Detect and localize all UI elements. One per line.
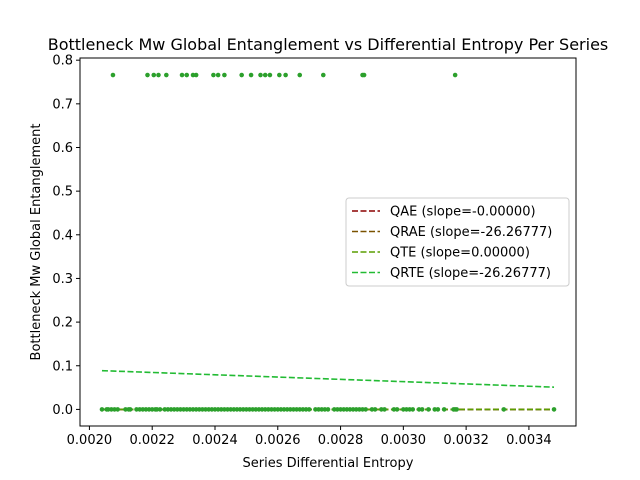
scatter-point bbox=[164, 72, 169, 78]
scatter-point bbox=[454, 407, 460, 412]
legend-label: QAE (slope=-0.00000) bbox=[390, 205, 536, 220]
y-axis: 0.0 0.1 0.2 0.3 0.4 0.5 0.6 0.7 0.8 bbox=[52, 54, 80, 418]
scatter-point bbox=[99, 407, 105, 412]
scatter-point bbox=[297, 72, 303, 78]
x-axis: 0.0020 0.0022 0.0024 0.0026 0.0028 0.0030 0.00… bbox=[67, 426, 552, 448]
scatter-point bbox=[325, 407, 331, 412]
legend-label: QTE (slope=0.00000) bbox=[390, 246, 530, 261]
scatter-point bbox=[262, 72, 268, 78]
y-tick-label: 0.1 bbox=[52, 359, 73, 374]
scatter-point bbox=[394, 407, 400, 412]
y-tick-label: 0.0 bbox=[52, 403, 73, 418]
x-tick-label: 0.0030 bbox=[381, 433, 427, 448]
scatter-point bbox=[157, 407, 163, 412]
x-tick-label: 0.0022 bbox=[129, 433, 175, 448]
scatter-point bbox=[372, 407, 378, 412]
scatter-point bbox=[127, 407, 133, 412]
scatter-point bbox=[306, 407, 312, 412]
scatter-point bbox=[151, 72, 157, 78]
trend-line-3 bbox=[101, 369, 555, 388]
scatter-point bbox=[410, 407, 416, 412]
x-tick-label: 0.0034 bbox=[506, 433, 552, 448]
scatter-point bbox=[184, 72, 190, 78]
scatter-point bbox=[426, 407, 431, 412]
scatter-point bbox=[222, 72, 227, 78]
y-tick-label: 0.2 bbox=[52, 316, 73, 331]
scatter-point bbox=[361, 72, 367, 78]
plot-frame bbox=[79, 57, 577, 427]
scatter-point bbox=[382, 407, 387, 412]
y-axis-title: Bottleneck Mw Global Entanglement bbox=[29, 124, 44, 361]
y-tick-label: 0.8 bbox=[52, 54, 73, 69]
scatter-point bbox=[211, 72, 216, 78]
scatter-point bbox=[267, 72, 273, 78]
x-tick-label: 0.0026 bbox=[255, 433, 301, 448]
scatter-point bbox=[110, 72, 116, 78]
scatter-point bbox=[419, 407, 425, 412]
legend-label: QRTE (slope=-26.26777) bbox=[390, 266, 551, 281]
scatter-point bbox=[179, 72, 185, 78]
y-tick-label: 0.4 bbox=[52, 228, 73, 243]
x-tick-label: 0.0028 bbox=[318, 433, 364, 448]
scatter-point bbox=[193, 72, 199, 78]
scatter-point bbox=[277, 72, 282, 78]
scatter-point bbox=[501, 407, 507, 412]
x-tick-label: 0.0020 bbox=[67, 433, 113, 448]
scatter-point bbox=[435, 407, 441, 412]
y-tick-label: 0.7 bbox=[52, 97, 73, 112]
scatter-point bbox=[452, 72, 458, 78]
scatter-point bbox=[248, 72, 254, 78]
scatter-point bbox=[215, 72, 221, 78]
scatter-point bbox=[441, 407, 447, 412]
y-tick-label: 0.3 bbox=[52, 272, 73, 287]
legend-box bbox=[345, 197, 570, 287]
y-tick-label: 0.5 bbox=[52, 185, 73, 200]
scatter-point bbox=[551, 407, 557, 412]
plot-area bbox=[99, 72, 557, 412]
scatter-point bbox=[320, 72, 326, 78]
legend: QAE (slope=-0.00000) QRAE (slope=-26.2677… bbox=[345, 197, 570, 287]
scatter-point bbox=[156, 72, 161, 78]
x-tick-label: 0.0024 bbox=[192, 433, 238, 448]
scatter-point bbox=[283, 72, 288, 78]
scatter-point bbox=[258, 72, 263, 78]
scatter-point bbox=[363, 407, 368, 412]
legend-label: QRAE (slope=-26.26777) bbox=[390, 225, 552, 240]
chart-title: Bottleneck Mw Global Entanglement vs Dif… bbox=[48, 35, 609, 54]
y-tick-label: 0.6 bbox=[52, 141, 73, 156]
x-tick-label: 0.0032 bbox=[443, 433, 489, 448]
scatter-point bbox=[115, 407, 120, 412]
x-axis-title: Series Differential Entropy bbox=[243, 456, 414, 471]
scatter-point bbox=[145, 72, 150, 78]
scatter-point bbox=[239, 72, 244, 78]
